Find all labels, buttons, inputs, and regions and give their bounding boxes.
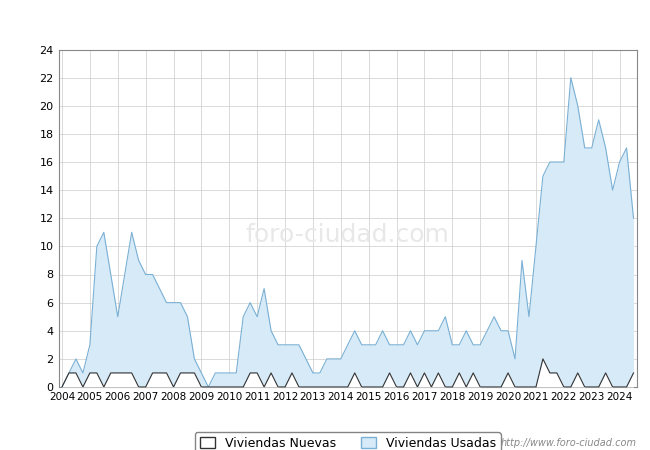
Text: http://www.foro-ciudad.com: http://www.foro-ciudad.com <box>501 438 637 448</box>
Text: foro-ciudad.com: foro-ciudad.com <box>246 223 450 247</box>
Text: Santa María de la Alameda - Evolucion del Nº de Transacciones Inmobiliarias: Santa María de la Alameda - Evolucion de… <box>58 12 592 26</box>
Legend: Viviendas Nuevas, Viviendas Usadas: Viviendas Nuevas, Viviendas Usadas <box>194 432 501 450</box>
